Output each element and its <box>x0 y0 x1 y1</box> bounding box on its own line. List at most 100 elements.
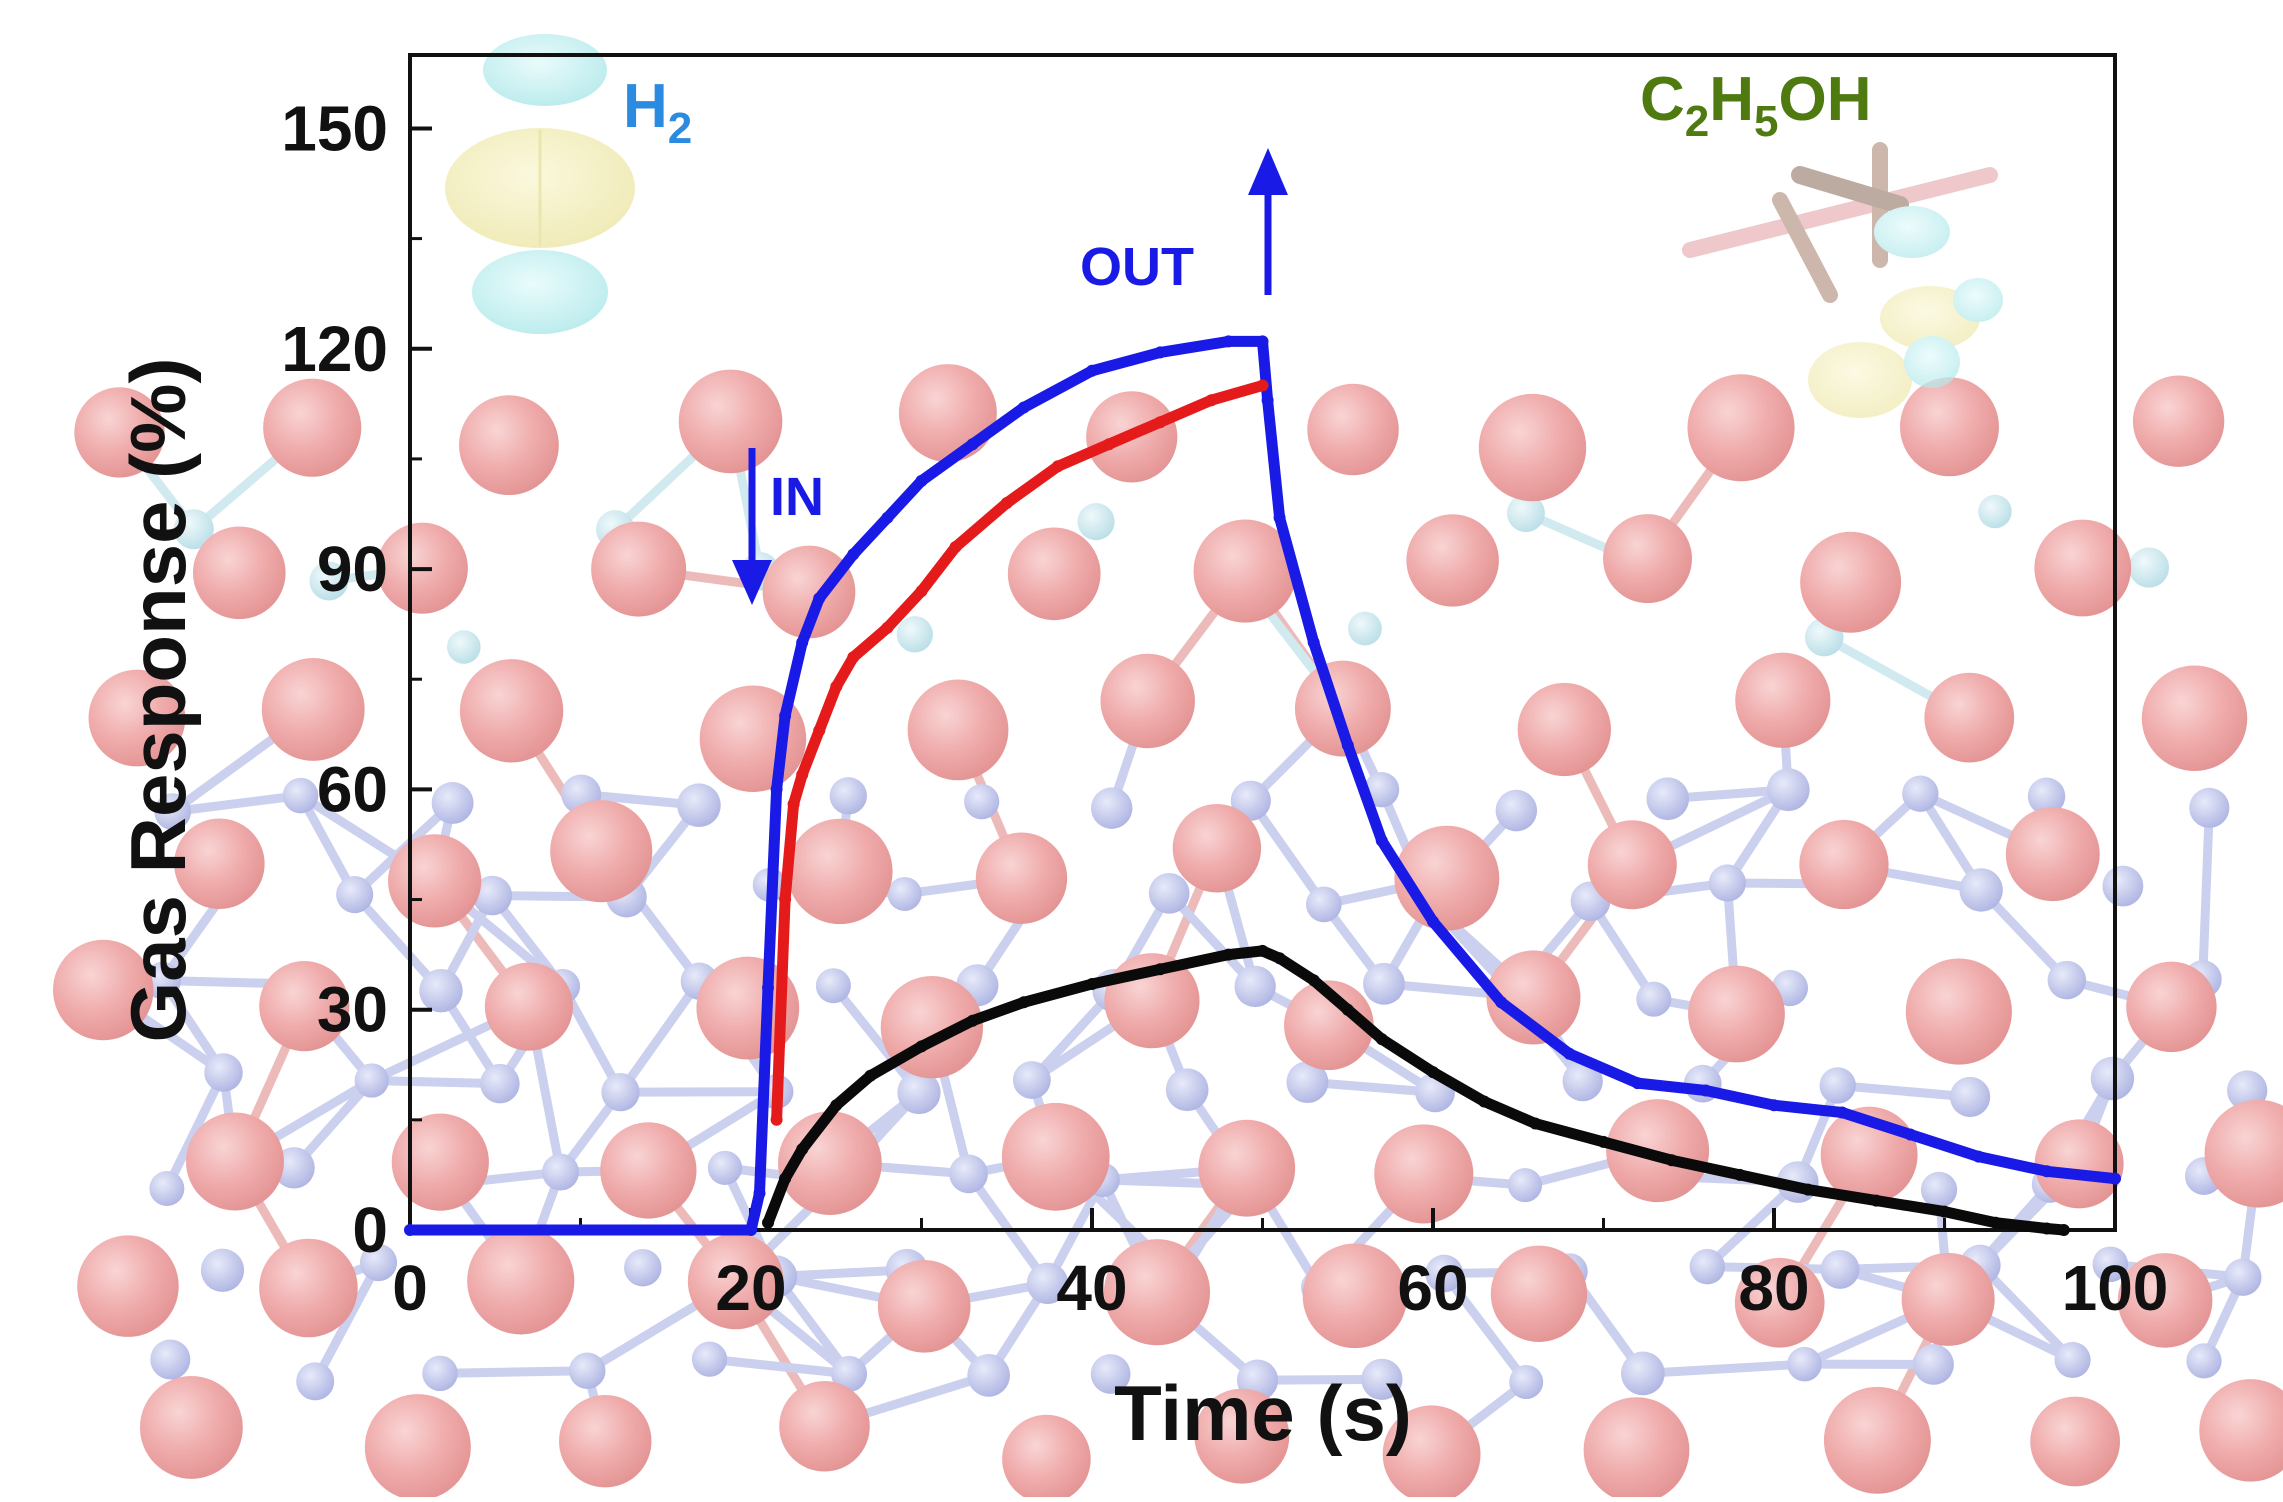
data-point <box>1103 438 1115 450</box>
data-point <box>2058 1224 2070 1236</box>
data-point <box>1376 1033 1388 1045</box>
data-point <box>762 982 774 994</box>
data-point <box>916 585 928 597</box>
data-point <box>1904 1129 1916 1141</box>
data-point <box>1308 637 1320 649</box>
data-point <box>1342 739 1354 751</box>
data-point <box>1052 460 1064 472</box>
data-point <box>1836 1107 1848 1119</box>
data-point <box>1495 996 1507 1008</box>
data-point <box>813 725 825 737</box>
data-point <box>1308 974 1320 986</box>
data-point <box>1154 963 1166 975</box>
data-point <box>1257 335 1269 347</box>
data-point <box>1274 952 1286 964</box>
h2-label: H2 <box>623 72 692 153</box>
y-tick-label: 60 <box>317 753 388 825</box>
data-point <box>881 622 893 634</box>
data-point <box>1598 1136 1610 1148</box>
data-point <box>950 541 962 553</box>
x-tick-label: 60 <box>1397 1252 1468 1324</box>
x-tick-label: 20 <box>715 1252 786 1324</box>
y-tick-label: 120 <box>281 313 388 385</box>
data-point <box>1427 1066 1439 1078</box>
data-point <box>1734 1169 1746 1181</box>
data-point <box>1342 1004 1354 1016</box>
data-point <box>1274 512 1286 524</box>
data-point <box>779 710 791 722</box>
data-point <box>1154 416 1166 428</box>
data-point <box>1222 335 1234 347</box>
in-label: IN <box>770 467 824 527</box>
y-tick-label: 0 <box>352 1194 388 1266</box>
data-point <box>1222 949 1234 961</box>
data-point <box>830 681 842 693</box>
data-point <box>830 1099 842 1111</box>
data-point <box>1700 1085 1712 1097</box>
data-point <box>1018 996 1030 1008</box>
data-point <box>1086 978 1098 990</box>
data-point <box>771 783 783 795</box>
data-point <box>1018 402 1030 414</box>
data-point <box>1257 945 1269 957</box>
data-point <box>967 1015 979 1027</box>
data-point <box>881 512 893 524</box>
y-tick-label: 150 <box>281 92 388 164</box>
x-tick-label: 0 <box>392 1252 428 1324</box>
data-point <box>847 651 859 663</box>
data-point <box>796 769 808 781</box>
data-point <box>779 1173 791 1185</box>
x-tick-label: 40 <box>1056 1252 1127 1324</box>
data-point <box>813 592 825 604</box>
data-point <box>1086 365 1098 377</box>
data-point <box>771 1114 783 1126</box>
data-point <box>1257 380 1269 392</box>
data-point <box>1427 916 1439 928</box>
data-point <box>1478 1096 1490 1108</box>
data-point <box>1632 1077 1644 1089</box>
out-label: OUT <box>1080 237 1194 297</box>
data-point <box>2041 1223 2053 1235</box>
data-point <box>967 438 979 450</box>
x-tick-label: 100 <box>2062 1252 2169 1324</box>
data-point <box>2109 1173 2121 1185</box>
data-point <box>2041 1165 2053 1177</box>
data-point <box>916 475 928 487</box>
data-point <box>1870 1195 1882 1207</box>
data-point <box>745 1224 757 1236</box>
out-arrow <box>1248 148 1288 295</box>
plot-frame <box>410 55 2115 1230</box>
data-point <box>1001 497 1013 509</box>
data-point <box>1666 1154 1678 1166</box>
data-point <box>916 1040 928 1052</box>
data-point <box>788 798 800 810</box>
data-point <box>404 1224 416 1236</box>
data-point <box>1973 1151 1985 1163</box>
data-point <box>796 1143 808 1155</box>
data-point <box>1768 1099 1780 1111</box>
data-point <box>762 1217 774 1229</box>
ethanol-label: C2H5OH <box>1640 65 1872 146</box>
data-point <box>1990 1217 2002 1229</box>
x-axis-title: Time (s) <box>1114 1369 1412 1457</box>
y-axis-title: Gas Response (%) <box>114 358 202 1043</box>
data-point <box>1939 1206 1951 1218</box>
data-point <box>864 1070 876 1082</box>
data-point <box>1802 1184 1814 1196</box>
data-point <box>1262 394 1274 406</box>
data-point <box>1529 1118 1541 1130</box>
x-tick-label: 80 <box>1738 1252 1809 1324</box>
data-point <box>1205 394 1217 406</box>
data-point <box>1563 1048 1575 1060</box>
data-point <box>754 1187 766 1199</box>
data-point <box>779 894 791 906</box>
data-point <box>796 637 808 649</box>
data-point <box>1376 835 1388 847</box>
h2-orbital-illustration <box>445 34 635 334</box>
y-tick-label: 30 <box>317 974 388 1046</box>
data-point <box>847 548 859 560</box>
data-point <box>1154 346 1166 358</box>
y-tick-label: 90 <box>317 533 388 605</box>
